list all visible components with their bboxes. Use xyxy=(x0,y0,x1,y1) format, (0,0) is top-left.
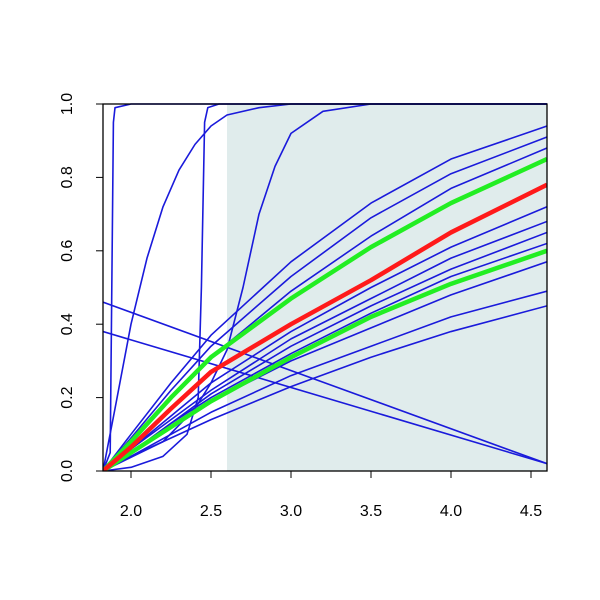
y-tick-label: 0.0 xyxy=(59,460,76,482)
axes: 0.0 0.2 0.4 0.6 0.8 1.0 2.0 2.5 3.0 3.5 4.0 4.5 xyxy=(59,93,548,520)
series-line xyxy=(103,248,547,471)
shaded-region xyxy=(227,104,547,471)
plot-area xyxy=(103,103,547,471)
x-tick-label: 3.5 xyxy=(360,503,382,520)
plot-frame xyxy=(102,103,548,472)
y-tick-label: 0.2 xyxy=(59,386,76,408)
series-line xyxy=(103,136,547,471)
y-tick-label: 0.4 xyxy=(59,313,76,335)
series-line xyxy=(103,103,547,471)
series-line xyxy=(103,330,547,465)
y-tick-label: 0.8 xyxy=(59,166,76,188)
series-line xyxy=(103,301,547,465)
series-line xyxy=(103,103,547,471)
x-tick-label: 2.5 xyxy=(200,503,222,520)
x-tick-label: 2.0 xyxy=(120,503,142,520)
y-tick-label: 0.6 xyxy=(59,240,76,262)
x-tick-label: 4.5 xyxy=(520,503,542,520)
x-tick-label: 3.0 xyxy=(280,503,302,520)
series-line xyxy=(103,182,547,471)
x-tick-label: 4.0 xyxy=(440,503,462,520)
y-tick-label: 1.0 xyxy=(59,93,76,115)
series-line xyxy=(103,157,547,471)
series-line xyxy=(103,125,547,471)
series-line xyxy=(103,220,547,471)
